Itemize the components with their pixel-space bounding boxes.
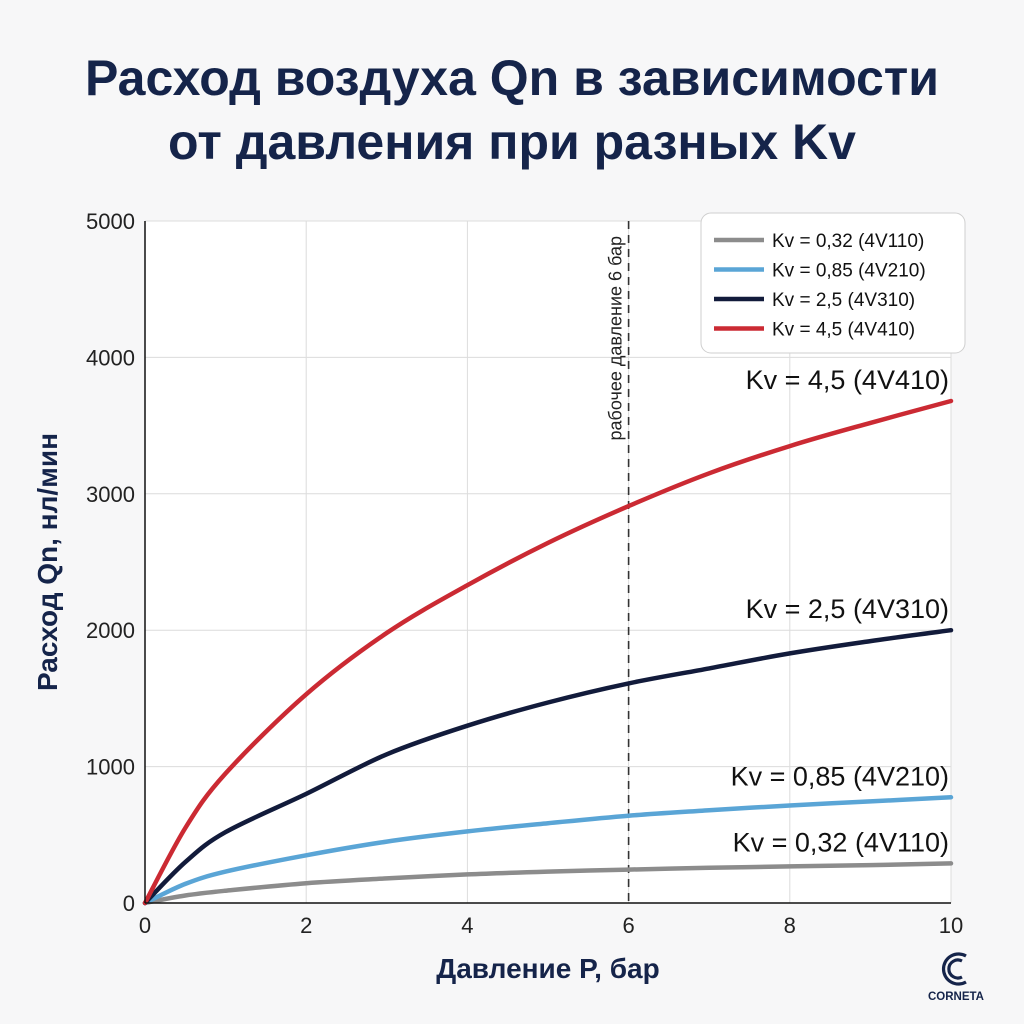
legend: Kv = 0,32 (4V110) Kv = 0,85 (4V210) Kv = 2… xyxy=(700,212,966,354)
y-tick-label: 4000 xyxy=(86,345,135,370)
series-line-1 xyxy=(142,795,954,906)
legend-label: Kv = 4,5 (4V410) xyxy=(772,320,915,341)
series-line-3 xyxy=(142,398,954,906)
series-end-label: Kv = 2,5 (4V310) xyxy=(746,594,949,624)
y-tick-label: 0 xyxy=(123,891,135,916)
y-tick-label: 2000 xyxy=(86,618,135,643)
legend-label: Kv = 0,85 (4V210) xyxy=(772,261,926,282)
x-tick-label: 6 xyxy=(622,913,634,938)
logo-text: CORNETA xyxy=(928,991,984,1003)
chart-title: Расход воздуха Qn в зависимости от давле… xyxy=(0,46,1024,174)
x-tick-label: 8 xyxy=(784,913,796,938)
series-line-2 xyxy=(142,627,954,906)
chart-title-line-1: Расход воздуха Qn в зависимости xyxy=(84,50,940,106)
x-tick-label: 10 xyxy=(939,913,963,938)
y-tick-label: 3000 xyxy=(86,482,135,507)
legend-box xyxy=(700,212,966,354)
x-tick-label: 0 xyxy=(139,913,151,938)
y-tick-label: 1000 xyxy=(86,755,135,780)
series-layer: рабочее давление 6 бар Kv = 0,32 (4V110) K… xyxy=(142,221,954,906)
x-tick-label: 2 xyxy=(300,913,312,938)
y-tick-label: 5000 xyxy=(86,209,135,234)
reference-line-label: рабочее давление 6 бар xyxy=(606,236,626,440)
series-end-label: Kv = 0,32 (4V110) xyxy=(733,827,949,857)
x-tick-label: 4 xyxy=(461,913,473,938)
legend-label: Kv = 0,32 (4V110) xyxy=(772,231,924,252)
corneta-c-logo-icon xyxy=(941,952,967,986)
series-line-0 xyxy=(142,861,954,906)
legend-label: Kv = 2,5 (4V310) xyxy=(772,290,915,311)
corneta-logo: CORNETA xyxy=(928,952,984,1003)
y-axis-title: Расход Qn, нл/мин xyxy=(32,433,63,691)
series-end-label: Kv = 0,85 (4V210) xyxy=(731,761,949,791)
x-axis-title: Давление P, бар xyxy=(436,953,659,984)
series-end-label: Kv = 4,5 (4V410) xyxy=(746,365,949,395)
chart-title-line-2: от давления при разных Kv xyxy=(168,114,856,170)
axes: 0 2 4 6 8 10 0 1000 2000 3000 4000 5000 Давление P, … xyxy=(32,209,963,984)
